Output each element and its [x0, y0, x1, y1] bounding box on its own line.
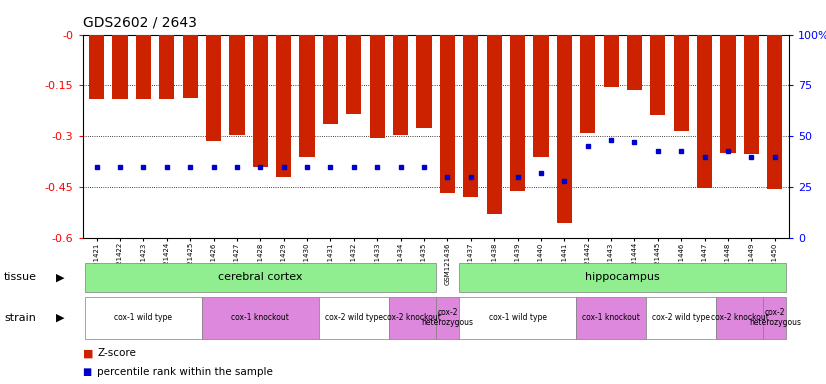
Text: ▶: ▶ — [56, 313, 64, 323]
Text: strain: strain — [4, 313, 36, 323]
Bar — [534, 35, 548, 157]
Bar — [763, 297, 786, 339]
Bar — [463, 35, 478, 197]
Bar — [183, 35, 197, 98]
Bar — [439, 35, 455, 193]
Bar — [650, 35, 666, 115]
Bar — [697, 35, 712, 188]
Text: cox-2 wild type: cox-2 wild type — [325, 313, 383, 322]
Text: Z-score: Z-score — [97, 348, 136, 358]
Text: cox-2 wild type: cox-2 wild type — [653, 313, 710, 322]
Bar — [389, 297, 436, 339]
Text: percentile rank within the sample: percentile rank within the sample — [97, 367, 273, 377]
Bar — [416, 35, 432, 128]
Bar — [459, 297, 576, 339]
Bar — [230, 35, 244, 135]
Text: cox-1 wild type: cox-1 wild type — [488, 313, 547, 322]
Bar — [646, 297, 716, 339]
Text: cerebral cortex: cerebral cortex — [218, 272, 302, 283]
Bar — [580, 35, 596, 133]
Bar — [135, 35, 151, 99]
Bar — [346, 35, 362, 114]
Bar — [370, 35, 385, 138]
Text: cox-2 knockout: cox-2 knockout — [711, 313, 769, 322]
Bar — [319, 297, 389, 339]
Bar — [557, 35, 572, 223]
Bar — [459, 263, 786, 292]
Bar — [85, 263, 436, 292]
Bar — [674, 35, 689, 131]
Text: hippocampus: hippocampus — [586, 272, 660, 283]
Bar — [112, 35, 127, 99]
Bar — [300, 35, 315, 157]
Bar — [716, 297, 763, 339]
Text: cox-2
heterozygous: cox-2 heterozygous — [749, 308, 800, 328]
Bar — [487, 35, 501, 214]
Bar — [202, 297, 319, 339]
Bar — [627, 35, 642, 89]
Bar — [85, 297, 202, 339]
Bar — [323, 35, 338, 124]
Bar — [253, 35, 268, 167]
Bar — [159, 35, 174, 99]
Text: ■: ■ — [83, 348, 93, 358]
Bar — [276, 35, 292, 177]
Text: cox-2
heterozygous: cox-2 heterozygous — [421, 308, 473, 328]
Text: ■: ■ — [83, 367, 92, 377]
Text: cox-2 knockout: cox-2 knockout — [383, 313, 441, 322]
Bar — [393, 35, 408, 135]
Bar — [604, 35, 619, 87]
Bar — [510, 35, 525, 191]
Bar — [576, 297, 646, 339]
Bar — [206, 35, 221, 141]
Bar — [744, 35, 759, 154]
Bar — [436, 297, 459, 339]
Text: tissue: tissue — [4, 272, 37, 283]
Bar — [767, 35, 782, 189]
Text: cox-1 wild type: cox-1 wild type — [115, 313, 173, 322]
Text: GDS2602 / 2643: GDS2602 / 2643 — [83, 15, 197, 29]
Bar — [89, 35, 104, 99]
Text: ▶: ▶ — [56, 272, 64, 283]
Text: cox-1 knockout: cox-1 knockout — [231, 313, 289, 322]
Bar — [720, 35, 736, 153]
Text: cox-1 knockout: cox-1 knockout — [582, 313, 640, 322]
